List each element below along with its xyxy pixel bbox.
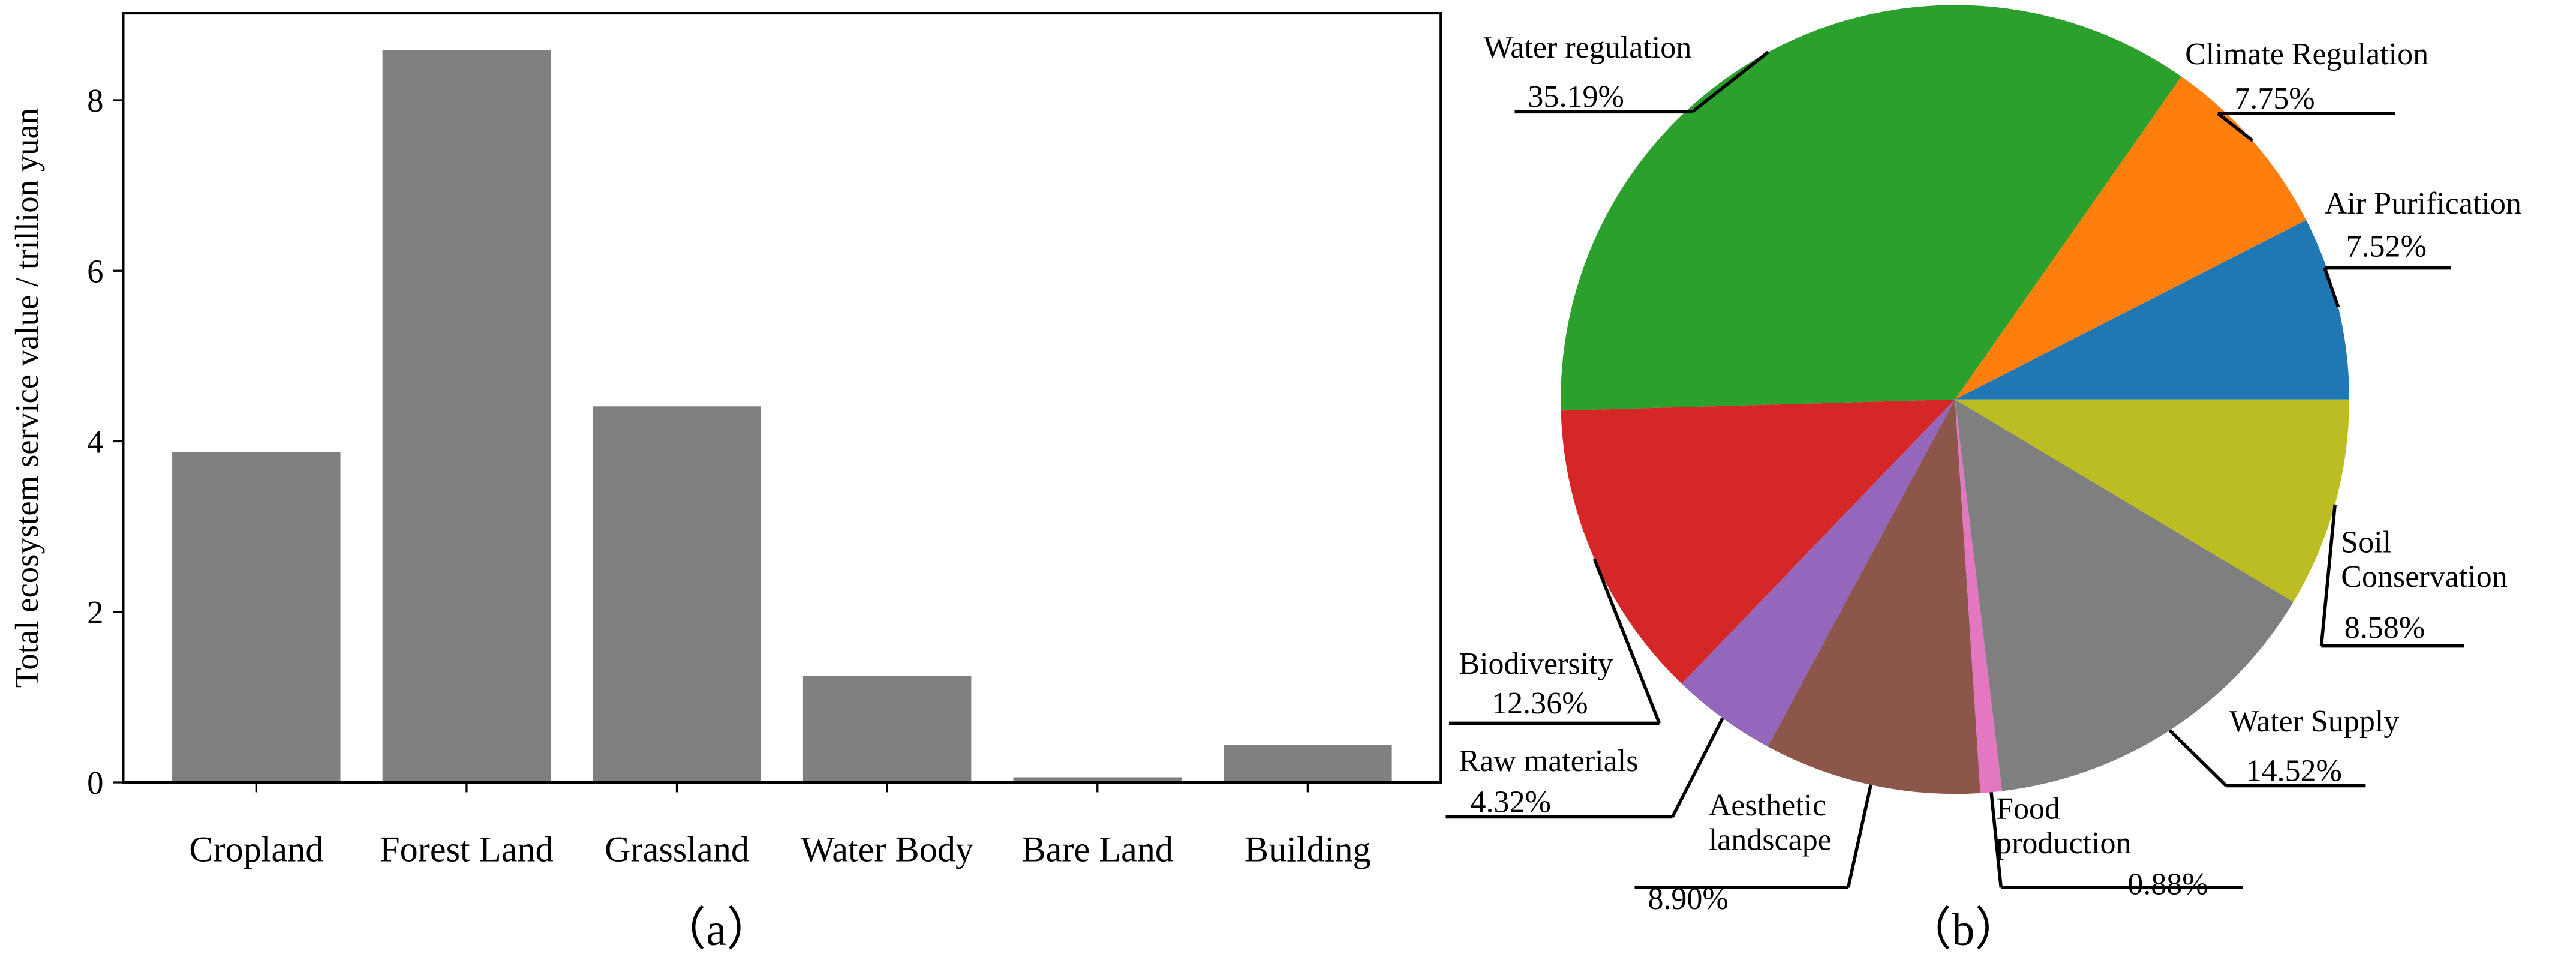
value-label: 8.90% [1648, 882, 1728, 916]
y-tick-label: 2 [87, 594, 103, 631]
slice-label: Air Purification [2325, 187, 2521, 221]
plot-frame [122, 12, 1442, 784]
y-tick-label: 8 [87, 82, 103, 119]
pie-slice [1561, 399, 1955, 684]
x-tick-label: Bare Land [1021, 829, 1173, 869]
x-tick-label: Forest Land [380, 829, 553, 869]
value-label: 12.36% [1492, 686, 1588, 721]
slice-label: Water regulation [1483, 31, 1691, 65]
value-label: 8.58% [2344, 611, 2425, 645]
pie-slice [1768, 399, 1980, 794]
pie-slice [1955, 399, 2003, 793]
value-label: 0.88% [2127, 867, 2208, 901]
slice-label: Biodiversity [1459, 647, 1613, 681]
leader-line [1989, 792, 2003, 888]
bar [382, 50, 551, 783]
y-axis-label: Total ecosystem service value / trillion… [8, 108, 45, 688]
label-line: production [1996, 826, 2131, 860]
value-label: 4.32% [1471, 785, 1551, 819]
y-tick-label: 6 [87, 253, 103, 289]
label-line: Conservation [2341, 560, 2507, 594]
y-tick-label: 4 [87, 424, 103, 460]
pie-slice [1955, 220, 2349, 400]
pie-slice [1955, 399, 2349, 602]
value-label: 14.52% [2246, 754, 2341, 788]
bar [1224, 745, 1392, 783]
leader-line [1846, 784, 1872, 888]
bar [593, 406, 761, 783]
leader-line [2168, 729, 2228, 787]
label-line: Food [1996, 791, 2068, 826]
leader-line [1592, 558, 1661, 724]
slice-label: Soil Conservation [2341, 526, 2507, 595]
slice-label: Food production [1996, 791, 2131, 860]
leader-line [2323, 267, 2340, 308]
x-tick-label: Water Body [801, 829, 973, 869]
value-label: 35.19% [1528, 80, 1624, 114]
pie-slice [1681, 399, 1955, 747]
pie-slice [1955, 76, 2306, 400]
label-line: landscape [1709, 823, 1832, 857]
leader-line [1691, 50, 1769, 113]
pie-slice [1955, 399, 2294, 791]
leader-line [2319, 504, 2337, 646]
label-line: Soil [2341, 526, 2399, 560]
slice-label: Raw materials [1459, 744, 1638, 778]
x-tick-label: Building [1245, 829, 1371, 869]
x-tick-label: Cropland [189, 829, 323, 869]
pie-slice [1561, 5, 2182, 411]
caption: （b） [1905, 904, 2021, 955]
caption: （a） [660, 904, 773, 955]
x-tick-label: Grassland [605, 829, 749, 869]
y-tick-label: 0 [87, 764, 103, 801]
slice-label: Aesthetic landscape [1709, 788, 1835, 857]
bar [172, 452, 341, 783]
value-label: 7.52% [2346, 229, 2427, 263]
value-label: 7.75% [2234, 82, 2315, 116]
slice-label: Water Supply [2229, 704, 2399, 739]
leader-line [1671, 717, 1724, 818]
label-line: Aesthetic [1709, 788, 1835, 823]
slice-label: Climate Regulation [2185, 37, 2428, 71]
bar [1013, 777, 1182, 783]
leader-line [2217, 112, 2254, 142]
bar [802, 676, 972, 783]
